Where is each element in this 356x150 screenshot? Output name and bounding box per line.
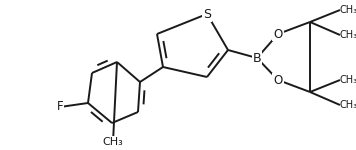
Text: CH₃: CH₃ (340, 75, 356, 85)
Text: CH₃: CH₃ (340, 30, 356, 40)
Text: CH₃: CH₃ (340, 5, 356, 15)
Text: B: B (253, 51, 261, 64)
Text: F: F (57, 100, 63, 114)
Text: O: O (273, 74, 283, 87)
Text: CH₃: CH₃ (340, 100, 356, 110)
Text: O: O (273, 27, 283, 40)
Text: CH₃: CH₃ (103, 137, 124, 147)
Text: S: S (203, 8, 211, 21)
